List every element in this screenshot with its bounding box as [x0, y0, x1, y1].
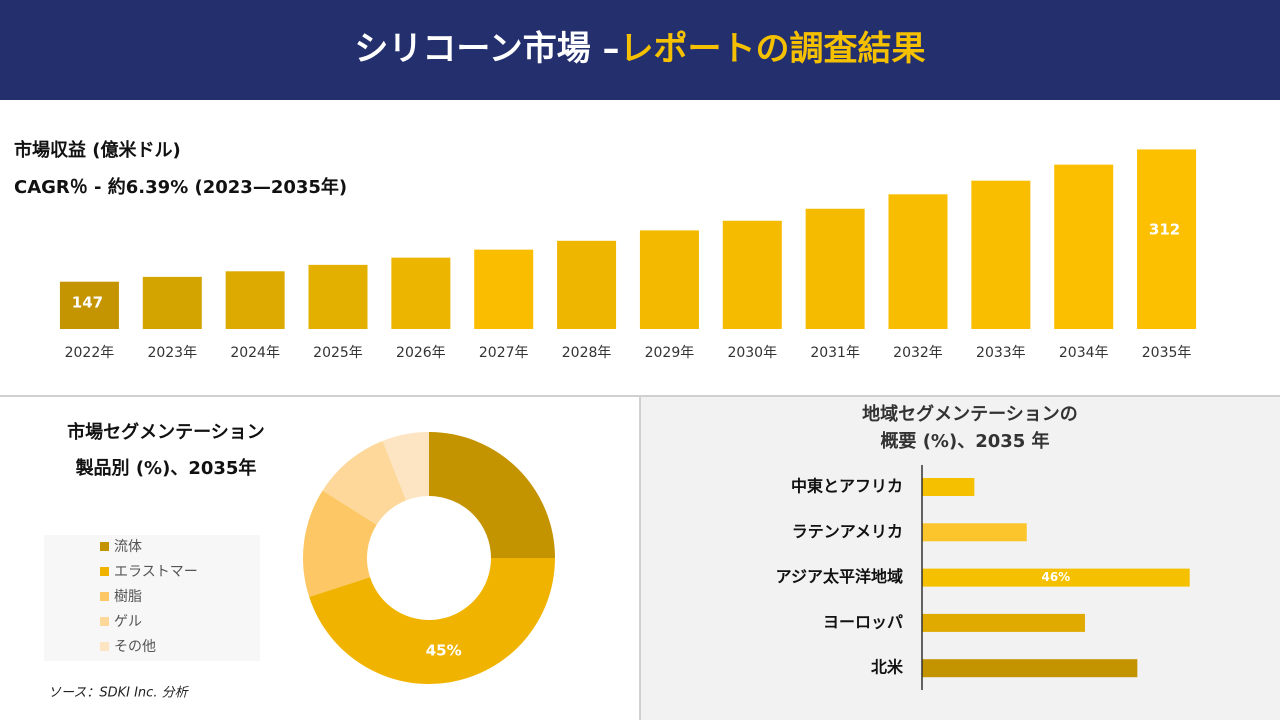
x-tick-label: 2025年 [313, 345, 363, 361]
bar [639, 230, 699, 329]
y-tick-label: アジア太平洋地域 [776, 567, 903, 586]
x-tick-label: 2034年 [1059, 345, 1109, 361]
bar [1137, 149, 1197, 329]
y-tick-label: 北米 [871, 658, 904, 677]
y-tick-label: 中東とアフリカ [791, 477, 903, 496]
data-label: 46% [1041, 570, 1070, 584]
legend-swatch [100, 567, 109, 576]
donut-slice [382, 432, 429, 501]
x-tick-label: 2031年 [810, 345, 860, 361]
bar [922, 568, 1190, 587]
legend-label: 流体 [114, 539, 142, 555]
x-tick-label: 2022年 [65, 345, 115, 361]
x-tick-label: 2033年 [976, 345, 1026, 361]
x-tick-label: 2027年 [479, 345, 529, 361]
y-tick-label: ヨーロッパ [823, 612, 903, 631]
bar [1054, 164, 1114, 329]
bar [308, 264, 368, 329]
donut-slice [302, 490, 377, 597]
bar [922, 659, 1138, 678]
legend-swatch [100, 592, 109, 601]
data-label: 147 [72, 293, 103, 311]
chart-subtitle: 製品別 (%)、2035年 [75, 457, 257, 479]
bar [391, 257, 451, 329]
y-tick-label: ラテンアメリカ [792, 522, 903, 541]
title-highlight: レポートの調査結果 [620, 29, 926, 69]
legend-label: 樹脂 [114, 589, 142, 605]
chart-title: 地域セグメンテーションの [862, 403, 1078, 425]
bar [805, 208, 865, 329]
x-tick-label: 2035年 [1142, 345, 1192, 361]
x-tick-label: 2032年 [893, 345, 943, 361]
legend-swatch [100, 617, 109, 626]
legend-swatch [100, 642, 109, 651]
legend-swatch [100, 542, 109, 551]
source-note: ソース：SDKI Inc. 分析 [48, 686, 190, 701]
bar [474, 249, 534, 329]
chart-title: 市場収益 (億米ドル) [14, 139, 181, 161]
bar [59, 281, 119, 329]
bar [922, 523, 1027, 542]
bar [142, 276, 202, 329]
donut-slice [309, 558, 555, 685]
bar [557, 240, 617, 329]
header-bar [0, 0, 1280, 100]
page-title: シリコーン市場 –レポートの調査結果 [354, 29, 925, 69]
bar [922, 613, 1085, 632]
legend-label: ゲル [114, 614, 142, 630]
legend-label: その他 [114, 639, 156, 655]
x-tick-label: 2023年 [147, 345, 197, 361]
title-main: シリコーン市場 – [354, 29, 619, 69]
x-tick-label: 2029年 [645, 345, 695, 361]
x-tick-label: 2024年 [230, 345, 280, 361]
chart-title: 市場セグメンテーション [67, 421, 265, 443]
x-tick-label: 2028年 [562, 345, 612, 361]
legend-label: エラストマー [114, 564, 198, 580]
bar [971, 180, 1031, 329]
donut-slice [322, 440, 407, 525]
bar [722, 220, 782, 329]
x-tick-label: 2030年 [727, 345, 777, 361]
donut-slice [429, 432, 555, 558]
data-label: 45% [426, 641, 462, 659]
data-label: 312 [1149, 221, 1180, 239]
bar [888, 194, 948, 329]
chart-subtitle: 概要 (%)、2035 年 [880, 430, 1049, 452]
chart-subtitle: CAGR％ - 約6.39% (2023—2035年) [14, 176, 347, 198]
bar [225, 271, 285, 329]
x-tick-label: 2026年 [396, 345, 446, 361]
legend-box [44, 535, 260, 661]
bar [922, 478, 975, 496]
